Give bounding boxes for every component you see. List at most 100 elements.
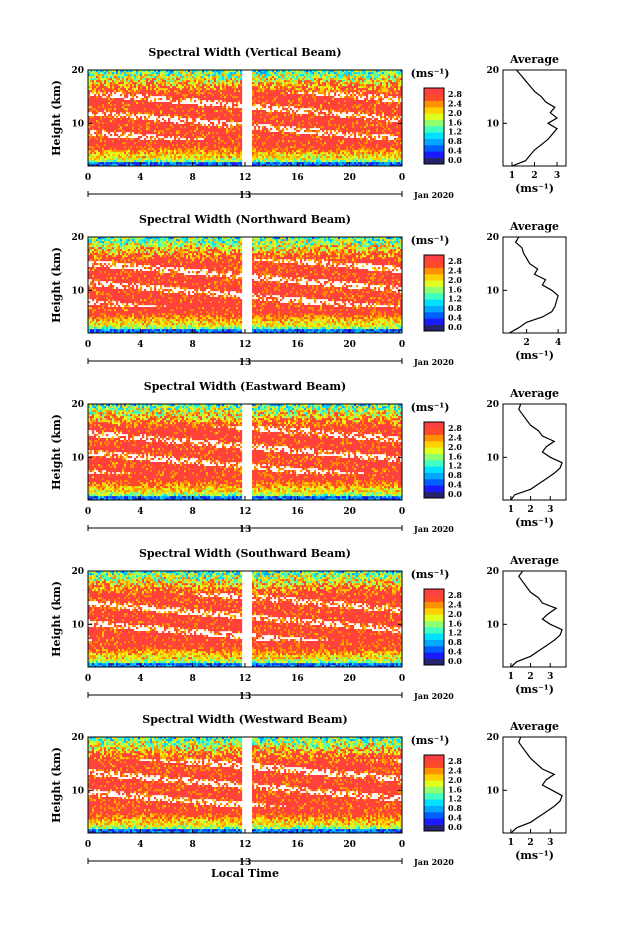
heatmap-cell — [274, 152, 276, 154]
heatmap-cell — [122, 158, 124, 160]
heatmap-cell — [126, 156, 128, 158]
heatmap-cell — [146, 156, 148, 158]
heatmap-cell — [94, 158, 96, 160]
heatmap-cell — [300, 162, 302, 164]
heatmap-cell — [104, 152, 106, 154]
heatmap-cell — [392, 154, 394, 156]
heatmap-cell — [350, 160, 352, 162]
heatmap-cell — [214, 152, 216, 154]
heatmap-cell — [166, 154, 168, 156]
heatmap-cell — [336, 156, 338, 158]
heatmap-cell — [178, 160, 180, 162]
heatmap-cell — [226, 158, 228, 160]
heatmap-cell — [384, 160, 386, 162]
heatmap-cell — [162, 156, 164, 158]
heatmap-cell — [90, 152, 92, 154]
heatmap-cell — [150, 160, 152, 162]
heatmap-cell — [150, 152, 152, 154]
heatmap-cell — [108, 154, 110, 156]
heatmap-cell — [160, 160, 162, 162]
heatmap-cell — [174, 158, 176, 160]
heatmap-cell — [236, 156, 238, 158]
heatmap-cell — [100, 160, 102, 162]
heatmap-cell — [282, 158, 284, 160]
heatmap-cell — [390, 156, 392, 158]
heatmap-cell — [170, 158, 172, 160]
heatmap-cell — [162, 160, 164, 162]
heatmap-cell — [172, 154, 174, 156]
heatmap-cell — [198, 160, 200, 162]
heatmap-cell — [318, 158, 320, 160]
heatmap-cell — [278, 162, 280, 164]
heatmap-cell — [102, 156, 104, 158]
heatmap-cell — [282, 162, 284, 164]
heatmap-cell — [136, 162, 138, 164]
heatmap-cell — [394, 158, 396, 160]
heatmap-cell — [110, 152, 112, 154]
heatmap-cell — [260, 154, 262, 156]
heatmap-cell — [222, 156, 224, 158]
heatmap-cell — [140, 158, 142, 160]
heatmap-cell — [344, 162, 346, 164]
heatmap-cell — [222, 154, 224, 156]
heatmap-cell — [282, 156, 284, 158]
heatmap-cell — [320, 158, 322, 160]
heatmap-cell — [146, 160, 148, 162]
heatmap-cell — [320, 160, 322, 162]
heatmap-cell — [268, 158, 270, 160]
heatmap-cell — [254, 162, 256, 164]
heatmap-cell — [96, 158, 98, 160]
heatmap-cell — [178, 162, 180, 164]
heatmap-cell — [124, 152, 126, 154]
heatmap-cell — [312, 162, 314, 164]
heatmap-cell — [324, 156, 326, 158]
heatmap-cell — [138, 162, 140, 164]
heatmap-cell — [178, 158, 180, 160]
heatmap-cell — [200, 156, 202, 158]
heatmap-cell — [298, 156, 300, 158]
heatmap-cell — [158, 162, 160, 164]
heatmap-cell — [126, 152, 128, 154]
heatmap-cell — [192, 152, 194, 154]
heatmap-cell — [192, 158, 194, 160]
heatmap-cell — [238, 154, 240, 156]
heatmap-cell — [280, 162, 282, 164]
heatmap-cell — [128, 156, 130, 158]
heatmap-cell — [260, 160, 262, 162]
heatmap-cell — [206, 162, 208, 164]
heatmap-cell — [354, 158, 356, 160]
heatmap-cell — [278, 156, 280, 158]
heatmap-cell — [156, 154, 158, 156]
heatmap-cell — [168, 158, 170, 160]
heatmap-cell — [150, 162, 152, 164]
heatmap-cell — [256, 158, 258, 160]
heatmap-cell — [178, 154, 180, 156]
heatmap-cell — [262, 162, 264, 164]
heatmap-cell — [168, 154, 170, 156]
heatmap-cell — [366, 160, 368, 162]
heatmap-cell — [160, 158, 162, 160]
heatmap-cell — [110, 158, 112, 160]
heatmap-cell — [386, 162, 388, 164]
heatmap-cell — [346, 154, 348, 156]
heatmap-cell — [200, 152, 202, 154]
heatmap-cell — [130, 152, 132, 154]
heatmap-cell — [318, 162, 320, 164]
heatmap-cell — [330, 154, 332, 156]
heatmap-cell — [324, 154, 326, 156]
heatmap-cell — [232, 152, 234, 154]
heatmap-cell — [358, 160, 360, 162]
heatmap-cell — [234, 162, 236, 164]
heatmap-cell — [360, 158, 362, 160]
heatmap-cell — [380, 160, 382, 162]
heatmap-cell — [310, 160, 312, 162]
heatmap-cell — [196, 162, 198, 164]
heatmap-cell — [184, 158, 186, 160]
heatmap-cell — [102, 160, 104, 162]
heatmap-cell — [210, 160, 212, 162]
heatmap-cell — [120, 160, 122, 162]
heatmap-cell — [300, 158, 302, 160]
heatmap-cell — [132, 156, 134, 158]
heatmap-cell — [240, 152, 242, 154]
heatmap-cell — [360, 162, 362, 164]
